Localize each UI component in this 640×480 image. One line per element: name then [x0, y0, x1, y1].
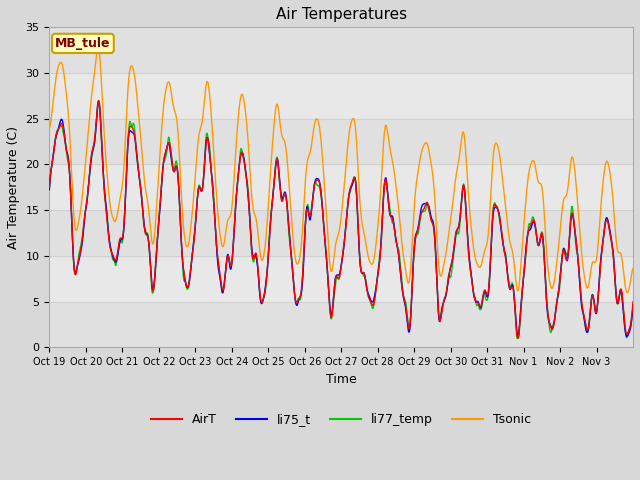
- Bar: [49, 256, 633, 301]
- Bar: [49, 27, 633, 73]
- Bar: [49, 119, 633, 165]
- Legend: AirT, li75_t, li77_temp, Tsonic: AirT, li75_t, li77_temp, Tsonic: [146, 408, 536, 431]
- Bar: [49, 73, 633, 119]
- X-axis label: Time: Time: [326, 372, 356, 385]
- Text: MB_tule: MB_tule: [55, 37, 111, 50]
- Bar: [49, 210, 633, 256]
- Y-axis label: Air Temperature (C): Air Temperature (C): [7, 126, 20, 249]
- Title: Air Temperatures: Air Temperatures: [276, 7, 407, 22]
- Bar: [49, 301, 633, 348]
- Bar: [49, 165, 633, 210]
